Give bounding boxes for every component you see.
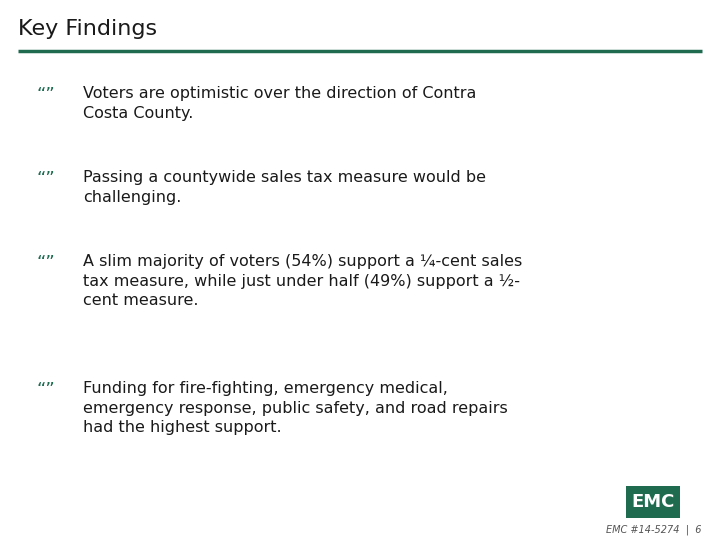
Text: Funding for fire-fighting, emergency medical,
emergency response, public safety,: Funding for fire-fighting, emergency med…	[83, 381, 508, 435]
Text: Key Findings: Key Findings	[18, 19, 157, 39]
Text: “”: “”	[36, 170, 55, 188]
Text: EMC: EMC	[631, 493, 675, 511]
Text: Passing a countywide sales tax measure would be
challenging.: Passing a countywide sales tax measure w…	[83, 170, 486, 205]
Text: “”: “”	[36, 381, 55, 399]
Text: Voters are optimistic over the direction of Contra
Costa County.: Voters are optimistic over the direction…	[83, 86, 476, 121]
Text: EMC #14-5274  |  6: EMC #14-5274 | 6	[606, 525, 701, 535]
Text: “”: “”	[36, 86, 55, 104]
Text: A slim majority of voters (54%) support a ¼-cent sales
tax measure, while just u: A slim majority of voters (54%) support …	[83, 254, 522, 308]
Text: “”: “”	[36, 254, 55, 272]
Bar	[626, 486, 680, 518]
